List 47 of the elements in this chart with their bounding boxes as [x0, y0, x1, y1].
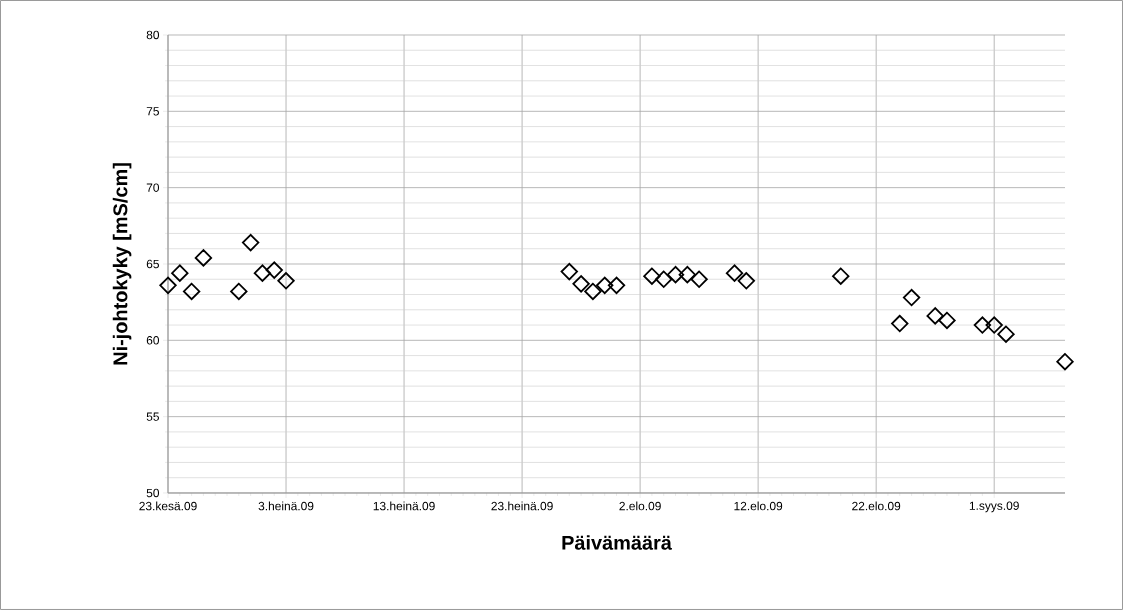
point	[596, 276, 614, 295]
point	[690, 270, 708, 288]
point	[678, 265, 696, 284]
x-tick-label: 23.heinä.09	[491, 501, 553, 511]
point	[171, 264, 189, 282]
point	[194, 249, 213, 267]
x-tick-label: 13.heinä.09	[373, 501, 435, 511]
point	[725, 264, 744, 282]
point	[241, 233, 260, 252]
point	[891, 314, 909, 333]
y-tick-label: 80	[146, 30, 160, 40]
x-axis-title: Päivämäärä	[562, 535, 672, 550]
point	[926, 307, 944, 325]
point	[1056, 353, 1074, 371]
point	[607, 276, 626, 295]
y-axis-title: Ni-johtokyky [mS/cm]	[112, 163, 132, 365]
point	[560, 262, 578, 281]
x-tick-label: 2.elo.09	[619, 501, 661, 511]
point	[230, 282, 248, 301]
point	[737, 272, 756, 290]
point	[902, 288, 921, 307]
y-tick-label: 75	[146, 107, 159, 116]
point	[159, 276, 177, 295]
x-tick-label: 22.elo.09	[852, 501, 901, 511]
y-tick-label: 65	[146, 259, 159, 269]
point	[253, 264, 272, 282]
point	[277, 272, 295, 290]
x-tick-label: 23.kesä.09	[139, 501, 197, 511]
point	[973, 316, 992, 334]
point	[655, 270, 673, 288]
y-tick-label: 50	[146, 488, 160, 498]
point	[643, 267, 661, 285]
point	[666, 265, 685, 284]
x-tick-label: 12.elo.09	[734, 501, 783, 511]
x-tick-label: 3.heinä.09	[258, 501, 314, 511]
point	[265, 261, 283, 279]
x-tick-label: 1.syys.09	[969, 501, 1019, 513]
point	[572, 275, 590, 293]
point	[997, 325, 1015, 343]
y-tick-label: 60	[146, 336, 160, 345]
point	[182, 282, 201, 301]
y-tick-label: 55	[146, 412, 159, 421]
point	[832, 267, 850, 285]
point	[938, 311, 956, 330]
point	[584, 282, 602, 301]
y-tick-label: 70	[146, 183, 160, 192]
point	[985, 316, 1003, 334]
